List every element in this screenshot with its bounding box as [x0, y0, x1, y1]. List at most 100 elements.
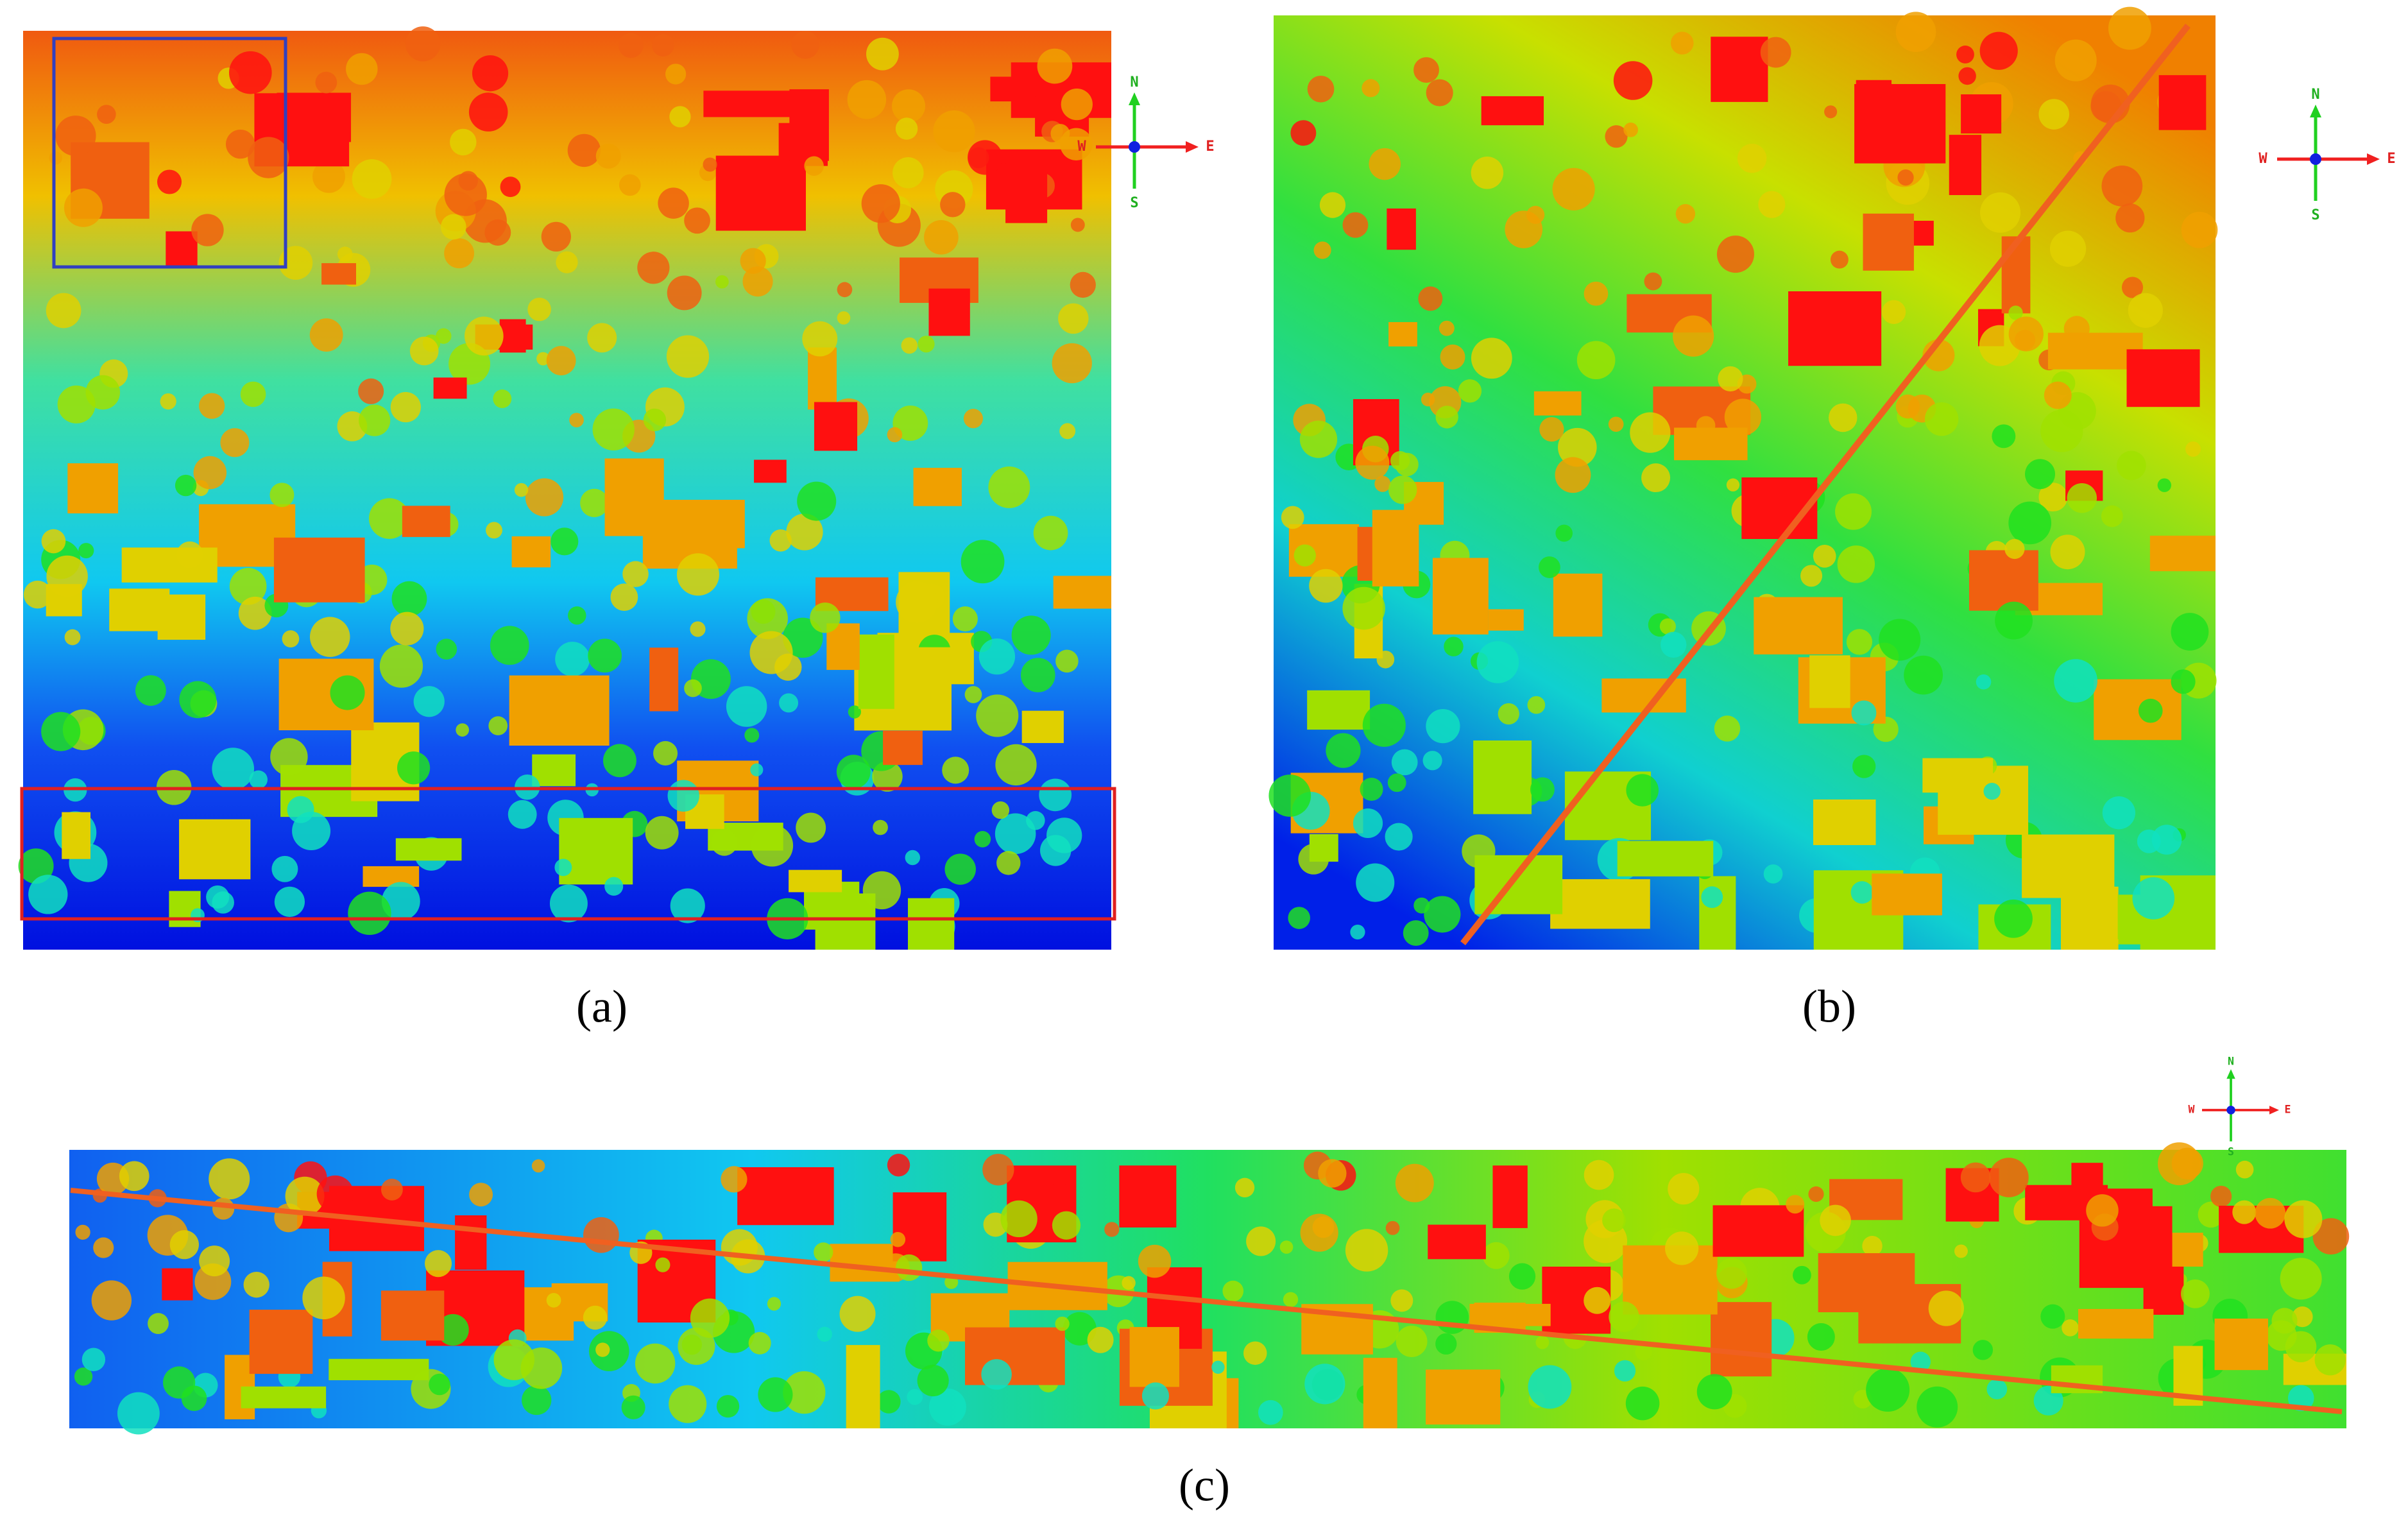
- compass-arrow-n: [2310, 105, 2321, 117]
- tree: [97, 105, 116, 124]
- tree: [666, 335, 710, 378]
- tree: [1061, 88, 1093, 121]
- tree: [525, 478, 564, 517]
- building: [1021, 710, 1064, 743]
- building: [1854, 83, 1946, 164]
- tree: [409, 336, 439, 366]
- building: [649, 647, 679, 712]
- tree: [583, 1217, 619, 1253]
- tree: [587, 323, 617, 353]
- building: [109, 588, 170, 631]
- tree: [2210, 1185, 2232, 1208]
- tree: [1390, 1289, 1413, 1312]
- tree: [292, 811, 331, 850]
- tree: [1837, 545, 1875, 583]
- tree: [595, 143, 621, 169]
- building: [965, 1327, 1065, 1385]
- tree: [1294, 544, 1316, 567]
- tree: [740, 248, 766, 274]
- tree: [1283, 1292, 1299, 1307]
- tree: [437, 1313, 469, 1346]
- compass-north: N: [2311, 87, 2319, 103]
- tree: [2232, 1200, 2257, 1224]
- tree: [944, 853, 976, 885]
- tree: [148, 1313, 169, 1334]
- building: [1968, 550, 2038, 611]
- tree: [1369, 148, 1401, 180]
- building: [249, 1310, 313, 1374]
- building: [509, 675, 610, 746]
- tree: [964, 686, 982, 703]
- building: [892, 1192, 947, 1262]
- tree: [1350, 924, 1365, 940]
- building: [990, 76, 1025, 102]
- tree: [1793, 1265, 1811, 1285]
- tree: [1626, 774, 1659, 807]
- tree: [169, 1230, 199, 1260]
- tree: [779, 693, 799, 713]
- tree: [1087, 1326, 1114, 1353]
- tree: [569, 413, 584, 427]
- tree: [405, 26, 441, 62]
- tree: [93, 1237, 114, 1258]
- tree: [1724, 398, 1761, 436]
- tree: [1426, 79, 1453, 107]
- tree: [873, 819, 888, 835]
- tree: [1665, 1231, 1699, 1265]
- tree: [1605, 125, 1628, 148]
- tree: [866, 37, 899, 71]
- tree: [1422, 751, 1442, 771]
- tree: [555, 642, 590, 677]
- building: [1553, 573, 1603, 637]
- tree: [1555, 457, 1591, 493]
- tree: [1846, 629, 1873, 655]
- tree: [484, 219, 511, 246]
- tree: [1413, 57, 1439, 83]
- tree: [278, 246, 313, 280]
- tree: [1122, 1276, 1136, 1290]
- tree: [684, 207, 710, 234]
- tree: [802, 321, 838, 357]
- tree: [567, 133, 601, 167]
- tree: [209, 1158, 250, 1200]
- building: [846, 1345, 880, 1428]
- tree: [556, 251, 578, 273]
- building: [1699, 876, 1736, 950]
- tree: [1403, 920, 1429, 946]
- tree: [179, 681, 217, 719]
- building: [166, 231, 198, 268]
- tree: [1539, 556, 1560, 578]
- tree: [810, 603, 841, 633]
- building: [1754, 597, 1843, 654]
- tree: [1800, 565, 1823, 587]
- compass-west: W: [2189, 1104, 2195, 1116]
- compass-center: [1129, 141, 1140, 153]
- tree: [546, 346, 576, 375]
- tree: [1268, 774, 1311, 817]
- tree: [2040, 409, 2083, 452]
- tree: [1279, 1240, 1294, 1254]
- building: [913, 468, 962, 506]
- tree: [817, 1326, 832, 1342]
- building: [703, 90, 794, 117]
- tree: [1234, 1177, 1255, 1198]
- tree: [1862, 1236, 1883, 1256]
- tree: [1983, 782, 2001, 800]
- tree: [1476, 641, 1519, 683]
- building: [1949, 135, 1982, 196]
- highlight-box-c: [20, 787, 1116, 921]
- tree: [890, 1231, 906, 1247]
- tree: [1385, 823, 1413, 851]
- tree: [163, 1366, 196, 1399]
- tree: [46, 293, 81, 329]
- tree: [391, 581, 427, 617]
- tree: [493, 389, 512, 408]
- tree: [602, 744, 636, 778]
- tree: [175, 474, 197, 497]
- tree: [658, 187, 689, 219]
- tree: [892, 89, 926, 123]
- tree: [1138, 1244, 1172, 1278]
- tree: [796, 812, 826, 843]
- tree: [1039, 835, 1072, 866]
